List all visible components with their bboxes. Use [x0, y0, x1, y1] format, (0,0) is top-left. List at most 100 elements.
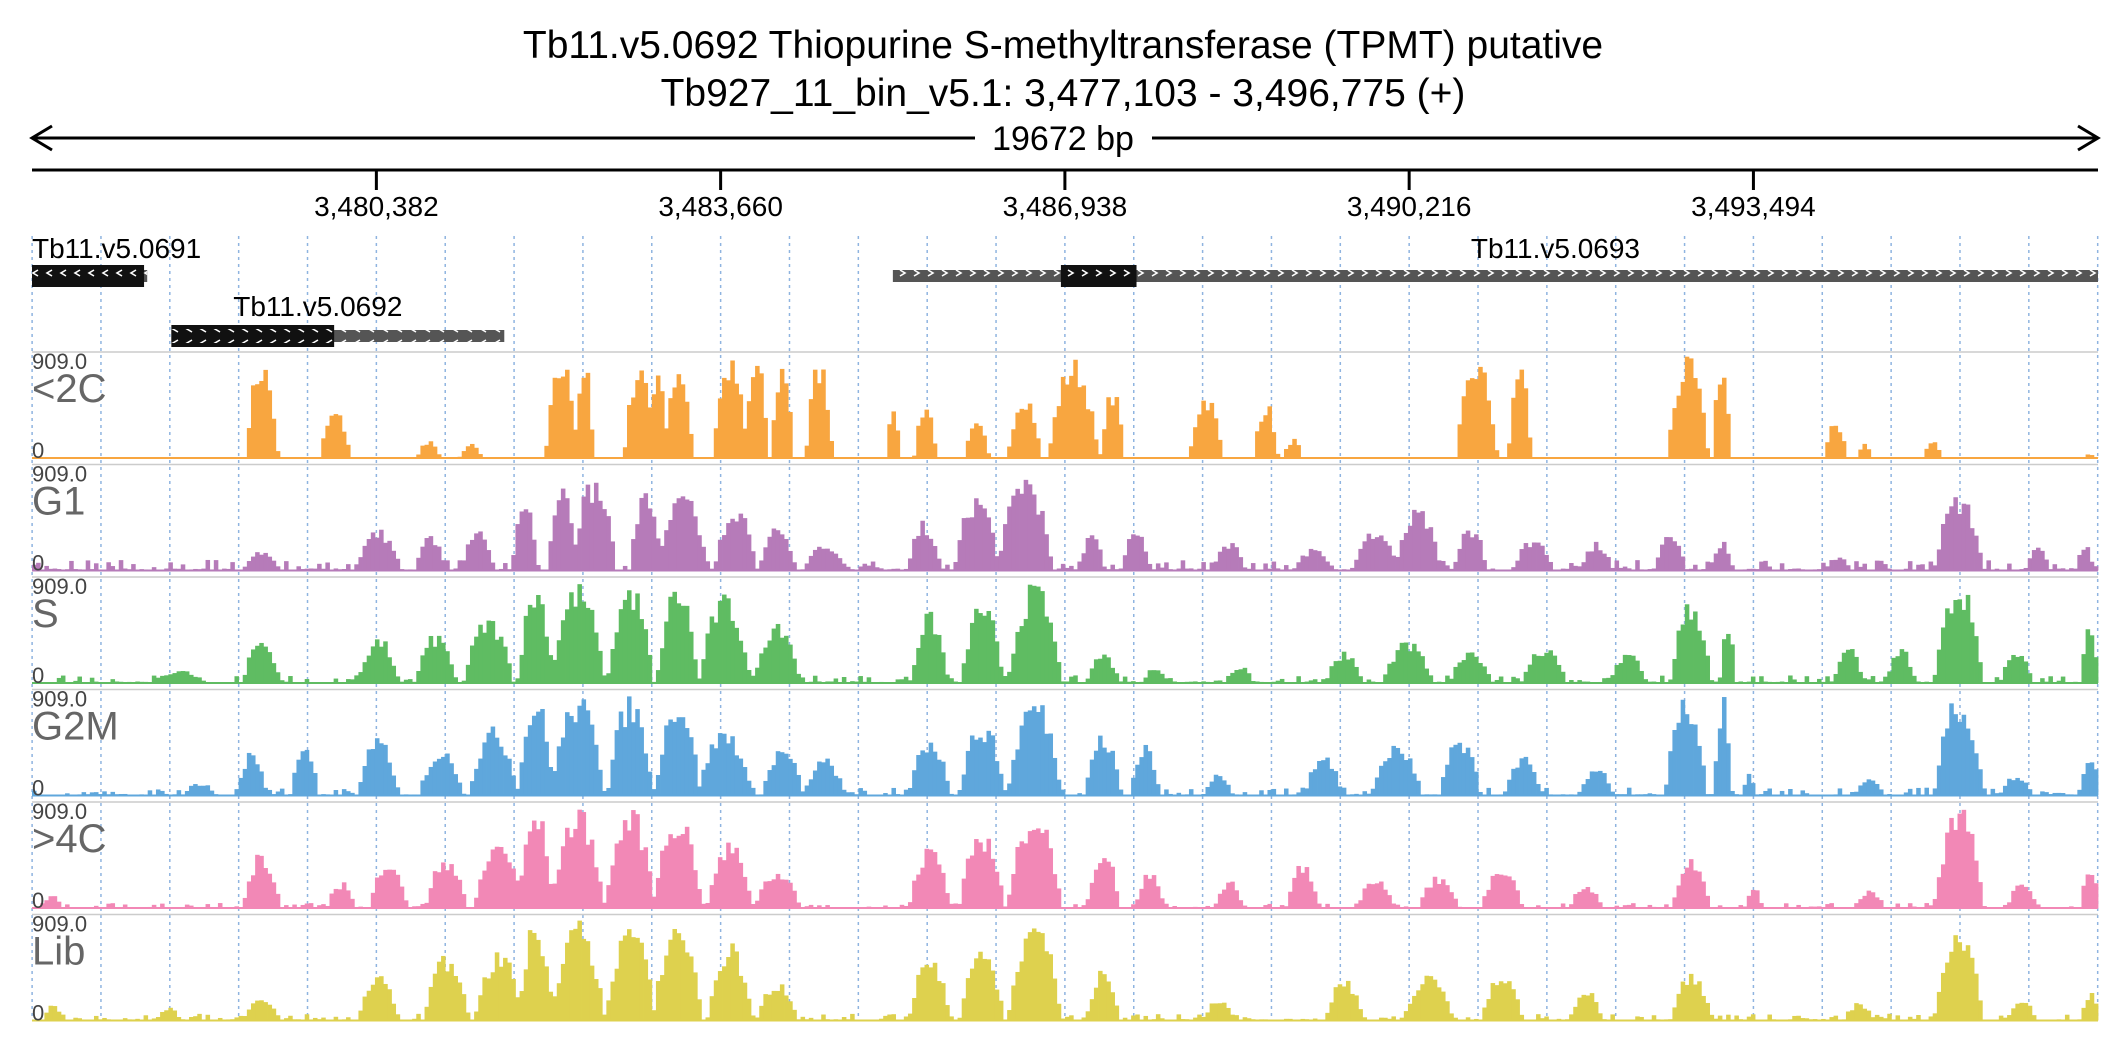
coverage-bar [560, 737, 566, 796]
coverage-bar [899, 679, 905, 683]
coverage-bar [1974, 636, 1979, 683]
coverage-bar [263, 1002, 268, 1021]
coverage-bar [552, 996, 558, 1021]
coverage-bar [771, 420, 777, 458]
coverage-bar [589, 609, 595, 683]
coverage-bar [1213, 903, 1219, 908]
coverage-bar [1874, 783, 1880, 796]
coverage-bar [1358, 548, 1363, 571]
coverage-bar [1164, 678, 1169, 683]
coverage-bar [664, 621, 669, 683]
coverage-bar [362, 545, 368, 571]
chart-subtitle: Tb927_11_bin_v5.1: 3,477,103 - 3,496,775… [660, 72, 1466, 115]
coverage-bar [771, 879, 777, 908]
coverage-bar [1407, 525, 1413, 571]
coverage-bar [907, 558, 913, 571]
coverage-bar [2081, 885, 2087, 908]
coverage-bar [635, 814, 640, 908]
coverage-bar [428, 766, 434, 796]
coverage-bar [259, 554, 264, 571]
coverage-bar [883, 793, 888, 796]
coverage-bar [275, 451, 281, 458]
coverage-bar [89, 677, 95, 683]
coverage-bar [610, 865, 616, 908]
coverage-bar [1664, 537, 1669, 571]
coverage-bar [230, 562, 235, 571]
coverage-bar [1350, 658, 1355, 683]
coverage-bar [618, 711, 624, 796]
coverage-bar [436, 546, 442, 571]
coverage-bar [1978, 1000, 1983, 1021]
coverage-bar [482, 742, 487, 796]
coverage-bar [833, 553, 839, 571]
coverage-bar [2081, 774, 2087, 796]
coverage-bar [1841, 559, 1847, 571]
coverage-bar [1201, 562, 1206, 571]
coverage-bar [928, 611, 934, 683]
coverage-bar [486, 978, 492, 1021]
coverage-bar [498, 636, 504, 683]
coverage-bar [887, 424, 892, 458]
coverage-bar [531, 539, 537, 571]
coverage-bar [457, 982, 463, 1021]
coverage-bar [540, 708, 545, 796]
coverage-bar [1664, 904, 1669, 908]
coverage-bar [432, 973, 438, 1021]
coverage-bar [598, 988, 603, 1021]
coverage-bar [1255, 431, 1260, 458]
coverage-bar [969, 855, 975, 908]
coverage-bar [325, 562, 330, 571]
coverage-bar [1804, 793, 1810, 796]
coverage-bar [1465, 530, 1471, 571]
coverage-bar [1027, 710, 1033, 796]
coverage-bar [52, 896, 58, 908]
coverage-bar [1118, 568, 1124, 571]
coverage-bar [2089, 874, 2095, 908]
coverage-bar [465, 544, 471, 571]
coverage-bar [982, 958, 987, 1021]
coverage-bar [1788, 675, 1793, 683]
coverage-bar [164, 1010, 169, 1021]
track-max-label: 909.0 [32, 462, 87, 487]
coverage-bar [457, 879, 463, 908]
coverage-bar [201, 785, 206, 796]
coverage-bar [1474, 656, 1479, 683]
coverage-bar [197, 1013, 202, 1021]
coverage-bar [2023, 886, 2029, 908]
coverage-bar [1870, 1017, 1876, 1021]
coverage-bar [403, 900, 409, 908]
coverage-bar [189, 905, 194, 908]
coverage-bar [1515, 379, 1520, 458]
coverage-bar [2085, 454, 2091, 458]
coverage-bar [1523, 756, 1529, 796]
coverage-bar [2081, 549, 2087, 571]
coverage-bar [1614, 664, 1620, 683]
coverage-bar [1102, 974, 1107, 1021]
coverage-bar [1358, 1009, 1363, 1021]
coverage-bar [635, 593, 640, 683]
coverage-bar [1544, 787, 1549, 796]
coverage-bar [284, 561, 289, 571]
coverage-bar [775, 990, 781, 1021]
coverage-bar [1060, 789, 1066, 796]
coverage-bar [1267, 406, 1272, 458]
coverage-bar [284, 1018, 289, 1021]
coverage-bar [560, 376, 566, 458]
coverage-bar [1957, 942, 1963, 1021]
coverage-bar [341, 431, 347, 458]
coverage-bar [750, 1015, 756, 1021]
coverage-bar [1341, 651, 1347, 683]
coverage-bar [1482, 372, 1487, 458]
coverage-bar [1783, 903, 1789, 908]
coverage-bar [647, 871, 653, 908]
coverage-bar [519, 654, 525, 683]
coverage-bar [197, 677, 202, 683]
coverage-bar [2027, 673, 2033, 683]
coverage-bar [2089, 762, 2095, 796]
coverage-bar [1531, 772, 1537, 796]
coverage-bar [717, 857, 723, 908]
coverage-bar [614, 730, 620, 796]
coverage-bar [366, 539, 372, 571]
coverage-bar [1069, 676, 1074, 683]
coverage-bar [1267, 789, 1272, 796]
